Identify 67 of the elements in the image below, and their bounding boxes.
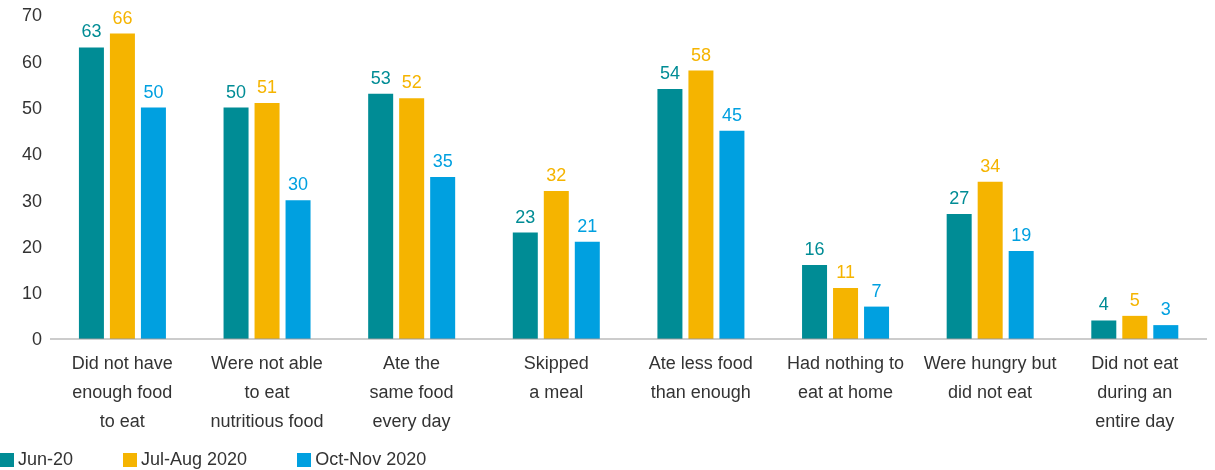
data-label: 4 bbox=[1098, 294, 1109, 315]
y-tick-label: 20 bbox=[21, 236, 42, 257]
bar bbox=[78, 47, 104, 339]
data-label: 3 bbox=[1160, 299, 1171, 320]
bar bbox=[543, 190, 569, 339]
bar bbox=[285, 200, 311, 339]
bar bbox=[1122, 315, 1148, 339]
x-tick-label: Ate less food than enough bbox=[648, 353, 753, 402]
data-label: 50 bbox=[143, 81, 164, 102]
y-tick-label: 0 bbox=[31, 329, 42, 350]
bar bbox=[574, 241, 600, 339]
data-label: 5 bbox=[1129, 289, 1140, 310]
legend-label: Jul-Aug 2020 bbox=[141, 449, 248, 469]
y-tick-label: 70 bbox=[21, 5, 42, 26]
bar bbox=[109, 33, 135, 339]
legend-label: Jun-20 bbox=[18, 449, 74, 469]
legend-label: Oct-Nov 2020 bbox=[315, 449, 427, 469]
bar bbox=[512, 232, 538, 339]
data-label: 19 bbox=[1011, 225, 1032, 246]
bar bbox=[946, 214, 972, 339]
data-label: 7 bbox=[871, 280, 882, 301]
data-label: 58 bbox=[690, 44, 711, 65]
data-label: 34 bbox=[980, 155, 1001, 176]
y-tick-label: 10 bbox=[21, 283, 42, 304]
data-label: 52 bbox=[401, 72, 422, 93]
bar bbox=[657, 89, 683, 339]
y-tick-label: 50 bbox=[21, 97, 42, 118]
bar bbox=[977, 181, 1003, 339]
data-label: 53 bbox=[370, 67, 391, 88]
bar bbox=[254, 102, 280, 339]
x-tick-label: Did not eat during an entire day bbox=[1091, 353, 1179, 431]
bar bbox=[1153, 325, 1179, 339]
bar bbox=[368, 93, 394, 339]
x-tick-label: Had nothing to eat at home bbox=[786, 353, 904, 402]
x-tick-label: Were hungry but did not eat bbox=[923, 353, 1057, 402]
data-label: 27 bbox=[949, 188, 970, 209]
data-label: 30 bbox=[288, 174, 309, 195]
data-label: 63 bbox=[81, 21, 102, 42]
bar bbox=[140, 107, 166, 339]
bar bbox=[1008, 251, 1034, 339]
x-tick-label: Ate the same food every day bbox=[369, 353, 454, 431]
data-label: 23 bbox=[515, 206, 536, 227]
data-label: 50 bbox=[226, 81, 247, 102]
data-label: 21 bbox=[577, 215, 598, 236]
bar bbox=[802, 264, 828, 339]
x-tick-label: Skipped a meal bbox=[523, 353, 589, 402]
bar bbox=[833, 288, 859, 339]
y-tick-label: 60 bbox=[21, 51, 42, 72]
x-tick-label: Did not have enough food to eat bbox=[71, 353, 173, 431]
y-tick-label: 30 bbox=[21, 190, 42, 211]
data-label: 45 bbox=[721, 104, 742, 125]
data-label: 51 bbox=[257, 76, 278, 97]
data-label: 54 bbox=[659, 63, 680, 84]
bar bbox=[399, 98, 425, 339]
data-label: 35 bbox=[432, 151, 453, 171]
data-label: 11 bbox=[836, 262, 855, 283]
bar bbox=[864, 306, 890, 339]
data-label: 16 bbox=[804, 238, 825, 259]
bar bbox=[1091, 320, 1117, 339]
bar bbox=[430, 177, 456, 339]
bar bbox=[688, 70, 714, 339]
bar bbox=[223, 107, 249, 339]
y-tick-label: 40 bbox=[21, 144, 42, 165]
data-label: 66 bbox=[112, 7, 133, 28]
data-label: 32 bbox=[546, 164, 567, 185]
x-tick-label: Were not able to eat nutritious food bbox=[210, 353, 324, 431]
bar bbox=[719, 130, 745, 339]
